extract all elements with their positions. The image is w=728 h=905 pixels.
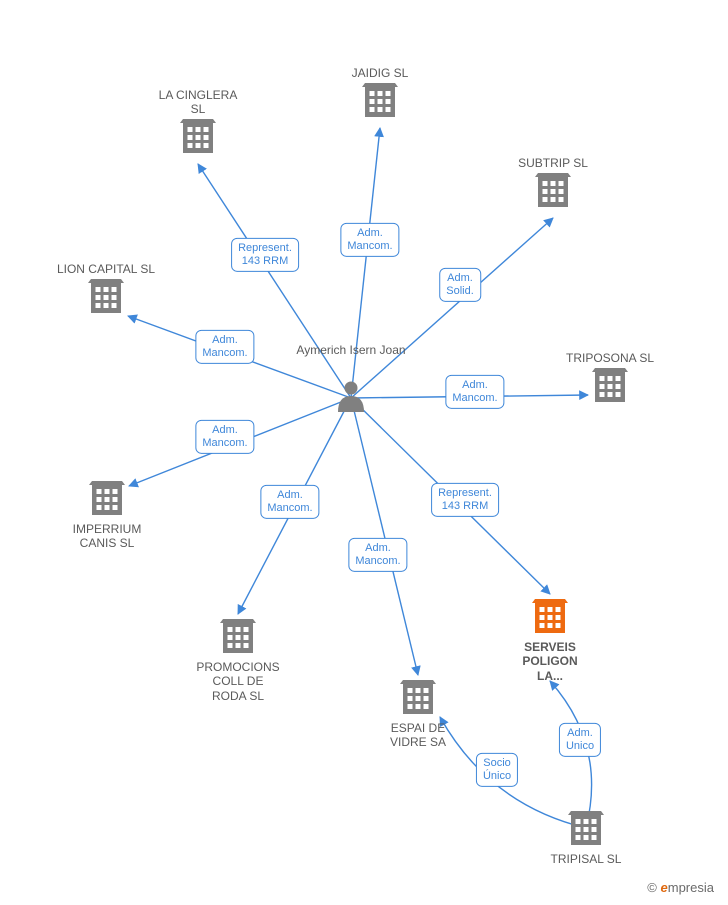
company-node[interactable]: ESPAI DE VIDRE SA	[358, 717, 478, 750]
company-node[interactable]: TRIPISAL SL	[526, 848, 646, 866]
diagram-canvas	[0, 0, 728, 905]
company-icon	[89, 481, 125, 515]
company-icon	[535, 173, 571, 207]
company-label: TRIPOSONA SL	[550, 351, 670, 365]
watermark: © empresia	[647, 880, 714, 895]
center-person-label: Aymerich Isern Joan	[291, 343, 411, 358]
edge-label: Adm. Solid.	[439, 268, 481, 302]
edge	[351, 398, 418, 675]
edge-label: Socio Único	[476, 753, 518, 787]
company-icon	[88, 279, 124, 313]
company-label: LION CAPITAL SL	[46, 262, 166, 276]
edge-label: Adm. Mancom.	[195, 330, 254, 364]
edge-label: Adm. Mancom.	[340, 223, 399, 257]
company-label: IMPERRIUM CANIS SL	[47, 522, 167, 551]
edge-label: Adm. Mancom.	[445, 375, 504, 409]
company-label: TRIPISAL SL	[526, 852, 646, 866]
company-node[interactable]: TRIPOSONA SL	[550, 347, 670, 365]
company-icon	[532, 599, 568, 633]
company-node[interactable]: JAIDIG SL	[320, 62, 440, 80]
company-icon	[568, 811, 604, 845]
edge-label: Represent. 143 RRM	[431, 483, 499, 517]
company-node[interactable]: SERVEIS POLIGON LA...	[490, 636, 610, 683]
company-icon	[220, 619, 256, 653]
company-label: PROMOCIONS COLL DE RODA SL	[178, 660, 298, 703]
company-label: ESPAI DE VIDRE SA	[358, 721, 478, 750]
edge-label: Adm. Mancom.	[195, 420, 254, 454]
company-label: SUBTRIP SL	[493, 156, 613, 170]
company-icon	[180, 119, 216, 153]
edge-label: Represent. 143 RRM	[231, 238, 299, 272]
brand-rest: mpresia	[668, 880, 714, 895]
company-node[interactable]: LION CAPITAL SL	[46, 258, 166, 276]
edge-label: Adm. Unico	[559, 723, 601, 757]
company-icon	[400, 680, 436, 714]
copyright-symbol: ©	[647, 880, 657, 895]
company-label: SERVEIS POLIGON LA...	[490, 640, 610, 683]
company-icon	[362, 83, 398, 117]
company-label: JAIDIG SL	[320, 66, 440, 80]
company-node[interactable]: PROMOCIONS COLL DE RODA SL	[178, 656, 298, 703]
brand-e: e	[661, 880, 668, 895]
company-node[interactable]: IMPERRIUM CANIS SL	[47, 518, 167, 551]
edge-label: Adm. Mancom.	[348, 538, 407, 572]
company-node[interactable]: LA CINGLERA SL	[138, 84, 258, 117]
company-label: LA CINGLERA SL	[138, 88, 258, 117]
company-node[interactable]: SUBTRIP SL	[493, 152, 613, 170]
edge-label: Adm. Mancom.	[260, 485, 319, 519]
company-icon	[592, 368, 628, 402]
